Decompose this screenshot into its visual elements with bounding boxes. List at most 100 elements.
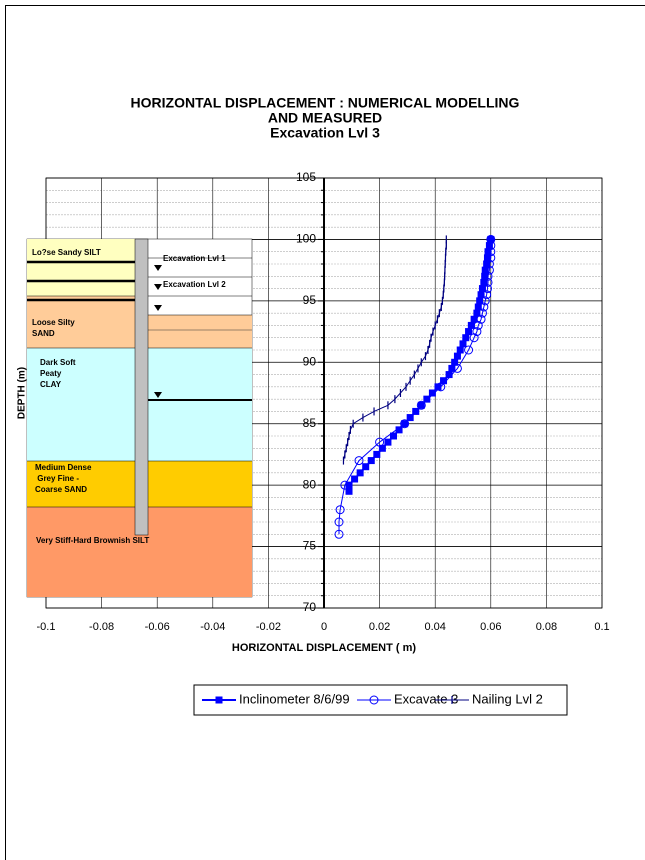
layer-label: Coarse SAND	[35, 485, 87, 494]
y-tick-label: 95	[303, 293, 317, 307]
marker	[453, 352, 461, 360]
x-tick-label: -0.1	[37, 621, 56, 633]
marker	[456, 346, 464, 354]
y-tick-label: 80	[303, 477, 317, 491]
pile	[134, 238, 149, 536]
layer-label: Medium Dense	[35, 463, 92, 472]
marker	[486, 241, 496, 251]
marker	[434, 383, 442, 391]
marker	[356, 469, 364, 477]
series-group	[334, 234, 496, 539]
axes: 70 75 80 85 90 95 100 105 -0.1 -0.08 -0.06 -0.04 -0.…	[17, 170, 610, 654]
marker	[340, 480, 350, 490]
x-tick-label: -0.04	[200, 621, 225, 633]
legend-label: Nailing Lvl 2	[472, 691, 543, 706]
marker	[478, 285, 486, 293]
layer-fill	[27, 239, 135, 296]
marker	[472, 327, 482, 337]
x-tick-label: 0.04	[424, 621, 445, 633]
chart-title: AND MEASURED	[268, 110, 382, 126]
marker	[464, 345, 474, 355]
marker	[479, 302, 489, 312]
x-axis-label: HORIZONTAL DISPLACEMENT ( m)	[232, 642, 416, 654]
y-axis-label: DEPTH (m)	[17, 367, 28, 419]
legend-label: Excavate 3	[394, 691, 458, 706]
marker	[448, 364, 456, 372]
marker	[378, 444, 386, 452]
marker	[483, 271, 493, 281]
soil-profile: Lo?se Sandy SILT Excavation Lvl 1 Excava…	[26, 238, 253, 598]
marker	[476, 314, 486, 324]
layer-label: Peaty	[40, 369, 62, 378]
marker	[384, 438, 392, 446]
marker	[486, 247, 496, 257]
x-tick-label: 0.1	[594, 621, 609, 633]
marker	[440, 377, 448, 385]
y-tick-label: 90	[303, 354, 317, 368]
marker	[416, 400, 426, 410]
y-tick-label: 100	[296, 232, 316, 246]
marker	[483, 260, 491, 268]
x-tick-label: -0.06	[145, 621, 170, 633]
x-tick-label: 0	[321, 621, 327, 633]
marker	[436, 382, 446, 392]
marker	[484, 259, 494, 269]
marker	[476, 297, 484, 305]
x-tick-label: 0.02	[369, 621, 390, 633]
marker	[354, 456, 364, 466]
marker	[474, 303, 482, 311]
layer-label: Lo?se Sandy SILT	[32, 248, 101, 257]
marker	[373, 450, 381, 458]
chart-title: HORIZONTAL DISPLACEMENT : NUMERICAL MODE…	[131, 95, 520, 111]
legend-label: Inclinometer 8/6/99	[239, 691, 350, 706]
y-tick-label: 85	[303, 416, 317, 430]
marker	[482, 290, 492, 300]
y-tick-label: 105	[296, 170, 316, 184]
marker	[473, 309, 481, 317]
marker	[484, 265, 494, 275]
excavation-label: Excavation Lvl 1	[163, 254, 226, 263]
marker	[451, 358, 459, 366]
marker	[400, 419, 410, 429]
marker	[486, 253, 496, 263]
marker	[477, 308, 487, 318]
marker	[445, 371, 453, 379]
marker	[334, 517, 344, 527]
marker	[482, 284, 492, 294]
marker	[477, 291, 485, 299]
marker	[334, 529, 344, 539]
marker	[483, 277, 493, 287]
marker	[481, 272, 489, 280]
marker	[486, 234, 496, 244]
layer-label: Dark Soft	[40, 358, 76, 367]
marker	[459, 340, 467, 348]
layer-label: Loose Silty	[32, 318, 75, 327]
marker	[362, 463, 370, 471]
marker	[375, 437, 385, 447]
marker	[480, 296, 490, 306]
layer-label: Grey Fine -	[35, 474, 79, 483]
excavation-label: Excavation Lvl 2	[163, 280, 226, 289]
y-tick-label: 75	[303, 539, 317, 553]
marker	[485, 242, 493, 250]
marker	[369, 695, 379, 705]
marker	[473, 320, 483, 330]
marker	[484, 248, 492, 256]
marker	[462, 334, 470, 342]
marker	[367, 457, 375, 465]
marker	[467, 321, 475, 329]
legend: Inclinometer 8/6/99 Excavate 3 Nailing Lvl…	[193, 684, 568, 716]
marker	[465, 328, 473, 336]
layer-label: SAND	[32, 329, 55, 338]
marker	[345, 487, 353, 495]
y-tick-label: 70	[303, 600, 317, 614]
layer-fill	[148, 315, 252, 348]
marker	[423, 395, 431, 403]
layer-label: CLAY	[40, 380, 62, 389]
marker	[470, 315, 478, 323]
x-tick-label: -0.02	[256, 621, 281, 633]
x-tick-label: -0.08	[89, 621, 114, 633]
layer-label: Very Stiff-Hard Brownish SILT	[36, 536, 149, 545]
marker	[335, 505, 345, 515]
